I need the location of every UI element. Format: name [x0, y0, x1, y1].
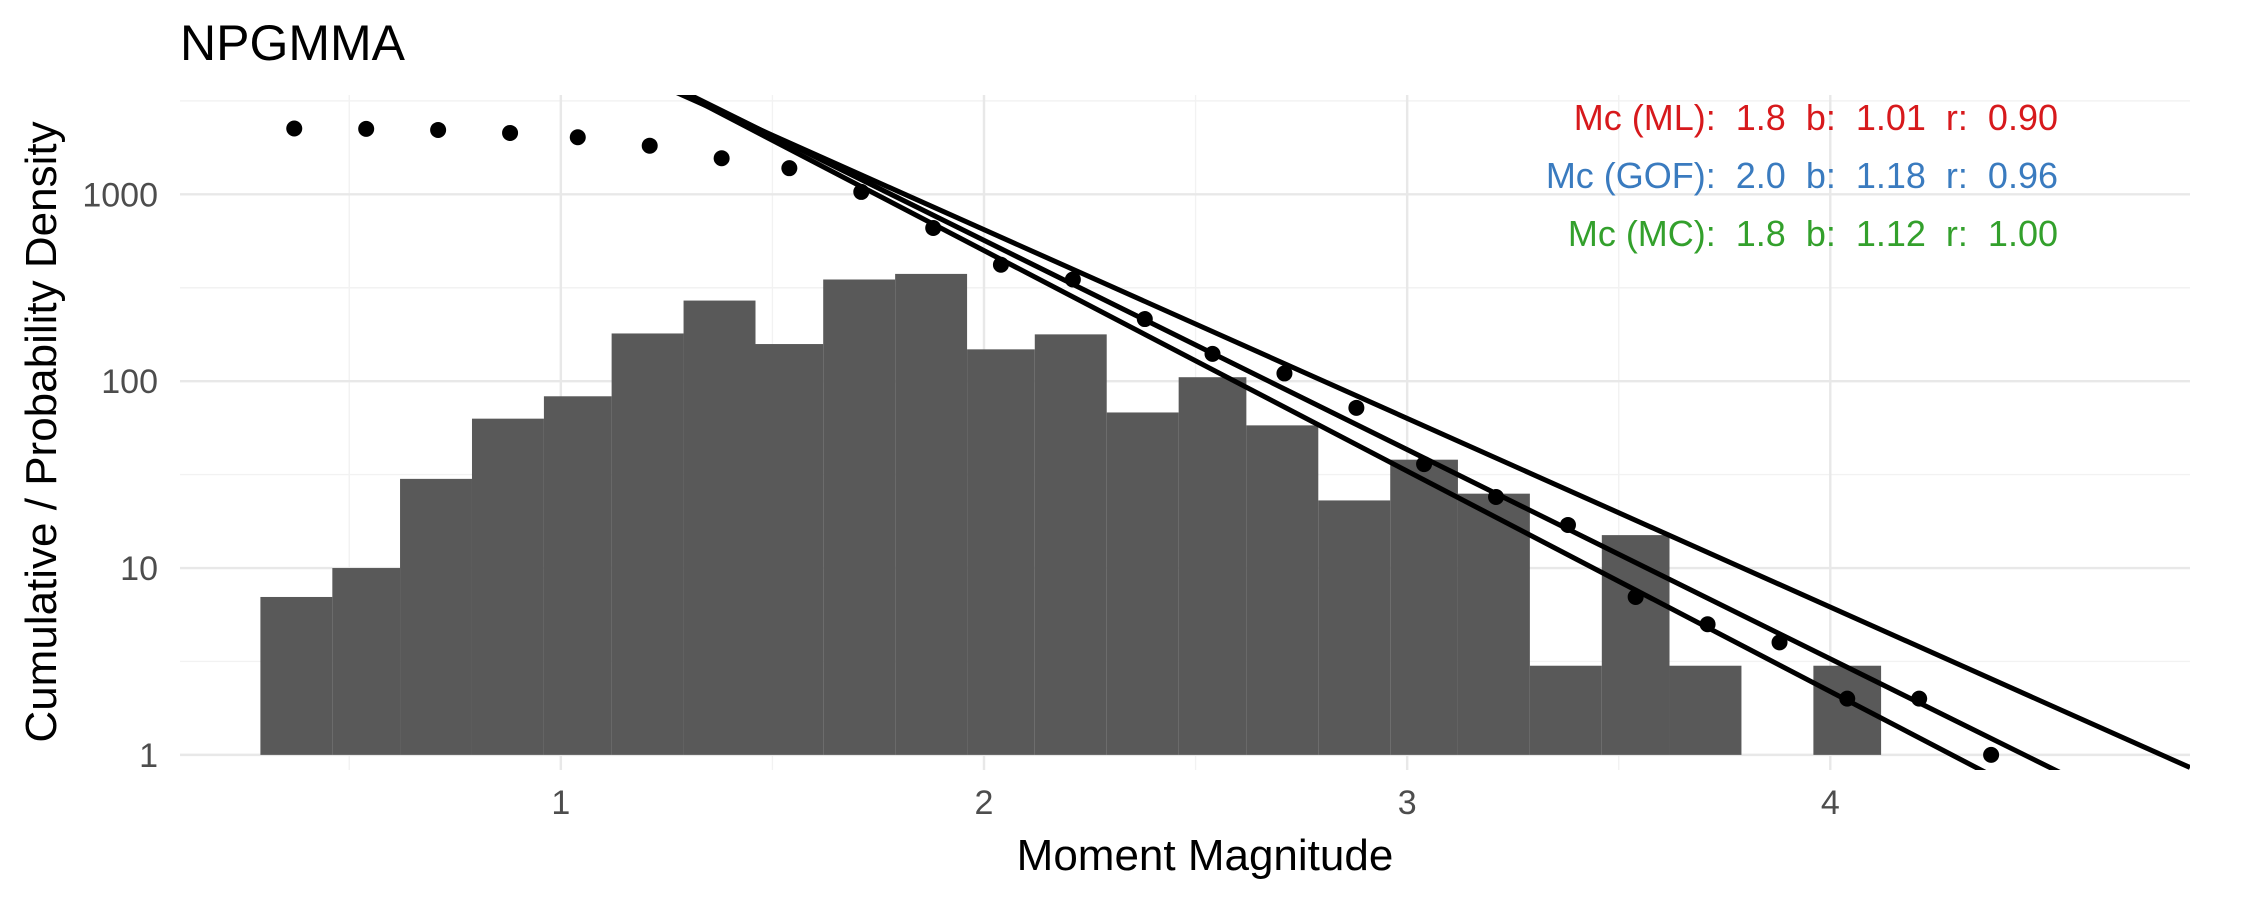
- x-tick-label: 1: [551, 784, 570, 822]
- cumulative-point: [1771, 634, 1788, 651]
- cumulative-points: [286, 120, 2000, 763]
- y-tick-label: 100: [101, 363, 158, 401]
- histogram-bar: [1318, 500, 1391, 755]
- cumulative-point: [1416, 456, 1433, 473]
- y-axis-title: Cumulative / Probability Density: [17, 121, 66, 742]
- histogram-bar: [1669, 665, 1742, 755]
- x-tick-label: 4: [1821, 784, 1840, 822]
- histogram-bar: [1034, 334, 1107, 755]
- fit-line: [675, 95, 2190, 770]
- cumulative-point: [1136, 311, 1153, 328]
- cumulative-point: [1559, 516, 1576, 533]
- cumulative-point: [1204, 345, 1221, 362]
- histogram-bar: [543, 396, 612, 755]
- histogram-bar: [823, 279, 896, 755]
- histogram-bar: [683, 300, 756, 755]
- axis-ticks: 1 2 3 4 1 10 100 1000: [82, 176, 1839, 822]
- histogram-bar: [471, 418, 544, 755]
- histogram-bar: [1457, 493, 1530, 755]
- histogram-bar: [967, 349, 1035, 755]
- annotations: Mc (ML): 1.8 b: 1.01 r: 0.90 Mc (GOF): 2.…: [1546, 97, 2058, 254]
- cumulative-point: [502, 124, 519, 141]
- fit-line: [680, 95, 1987, 770]
- cumulative-point: [569, 129, 586, 146]
- histogram-bar: [1178, 377, 1247, 755]
- cumulative-point: [1348, 399, 1365, 416]
- fit-annotation: Mc (GOF): 2.0 b: 1.18 r: 0.96: [1546, 155, 2058, 196]
- cumulative-point: [1839, 690, 1856, 707]
- histogram-bar: [1246, 425, 1319, 755]
- cumulative-point: [430, 121, 447, 138]
- histogram-bar: [895, 273, 968, 755]
- cumulative-point: [1276, 365, 1293, 382]
- cumulative-point: [713, 150, 730, 167]
- y-tick-label: 1000: [82, 176, 158, 214]
- cumulative-point: [1627, 588, 1644, 605]
- x-tick-label: 3: [1398, 784, 1417, 822]
- histogram-bar: [755, 344, 824, 755]
- cumulative-point: [286, 120, 303, 137]
- x-axis-title: Moment Magnitude: [1017, 831, 1394, 880]
- histogram-bar: [1601, 535, 1670, 755]
- histogram-bar: [260, 596, 333, 755]
- cumulative-point: [1699, 616, 1716, 633]
- histogram-bar: [332, 568, 401, 755]
- cumulative-point: [1911, 690, 1928, 707]
- y-tick-label: 1: [139, 737, 158, 775]
- cumulative-point: [1064, 271, 1081, 288]
- cumulative-point: [1488, 488, 1505, 505]
- fit-annotation: Mc (ML): 1.8 b: 1.01 r: 0.90: [1574, 97, 2058, 138]
- y-tick-label: 10: [120, 550, 158, 588]
- histogram-bar: [1529, 665, 1602, 755]
- cumulative-point: [781, 160, 798, 177]
- cumulative-point: [992, 256, 1009, 273]
- cumulative-point: [1983, 746, 2000, 763]
- cumulative-point: [925, 220, 942, 237]
- histogram-bar: [1390, 459, 1458, 755]
- cumulative-point: [853, 183, 870, 200]
- chart-title: NPGMMA: [180, 15, 406, 71]
- histogram-bar: [1106, 412, 1179, 755]
- histogram-bar: [400, 478, 472, 755]
- histogram-bar: [611, 333, 684, 755]
- fit-annotation: Mc (MC): 1.8 b: 1.12 r: 1.00: [1568, 213, 2058, 254]
- cumulative-point: [641, 137, 658, 154]
- histogram-bars: [260, 273, 1882, 755]
- x-tick-label: 2: [975, 784, 994, 822]
- cumulative-point: [358, 120, 375, 137]
